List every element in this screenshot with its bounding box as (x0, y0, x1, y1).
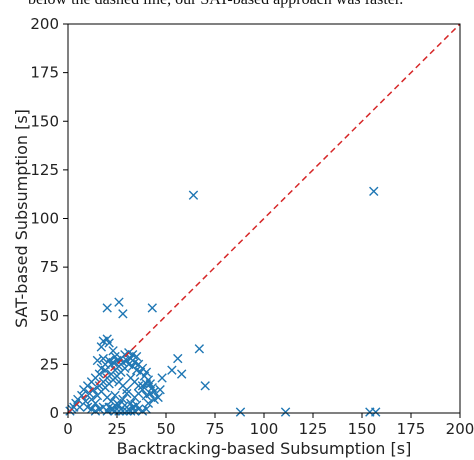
data-point (194, 344, 205, 354)
x-tick-label: 125 (299, 420, 328, 438)
data-point (118, 394, 128, 405)
points-layer (65, 186, 381, 417)
x-tick-label: 50 (156, 420, 175, 438)
data-point (104, 338, 114, 348)
data-point (88, 384, 99, 395)
y-tick-label: 50 (40, 307, 59, 325)
reference-dashed-line (67, 23, 461, 414)
y-tick-label: 175 (30, 64, 59, 82)
y-tick-label: 25 (40, 355, 59, 373)
data-point (92, 355, 103, 366)
x-tick-label: 175 (397, 420, 426, 438)
y-tick-label: 125 (30, 161, 59, 179)
data-point (110, 390, 120, 401)
data-point (369, 186, 379, 196)
data-point (176, 369, 187, 379)
data-point (98, 336, 108, 346)
data-point (153, 392, 163, 403)
data-point (126, 406, 136, 416)
data-point (200, 381, 210, 391)
y-tick-label: 100 (30, 210, 59, 228)
data-point (173, 353, 183, 364)
data-point (114, 297, 124, 307)
data-point (106, 396, 116, 407)
data-point (155, 384, 165, 395)
data-point (188, 190, 199, 200)
data-point (114, 406, 124, 416)
figure-caption: below the dashed line, our SAT-based app… (28, 0, 403, 9)
data-point (122, 388, 132, 399)
data-point (167, 365, 177, 375)
data-point (147, 303, 157, 313)
y-tick-label: 0 (49, 404, 59, 422)
data-point (143, 398, 154, 408)
data-point (371, 407, 381, 417)
data-point (122, 406, 132, 416)
data-point (96, 363, 107, 373)
data-point (90, 398, 101, 408)
data-point (96, 342, 107, 352)
data-point (141, 367, 152, 377)
data-point (110, 406, 120, 416)
data-point (118, 406, 128, 416)
x-tick-label: 200 (446, 420, 474, 438)
x-tick-label: 100 (250, 420, 279, 438)
data-point (102, 303, 112, 313)
x-tick-label: 75 (205, 420, 224, 438)
data-point (145, 388, 156, 399)
y-axis-ticks: 0 25 50 75 100 125 150 175 200 (30, 15, 68, 422)
y-tick-label: 200 (30, 15, 59, 33)
x-tick-label: 0 (63, 420, 73, 438)
y-tick-label: 150 (30, 112, 59, 130)
data-point (137, 384, 148, 395)
data-point (108, 346, 118, 356)
x-tick-label: 25 (107, 420, 126, 438)
data-point (141, 404, 152, 414)
data-point (235, 407, 246, 417)
y-axis-label: SAT-based Subsumption [s] (12, 109, 31, 328)
x-tick-label: 150 (348, 420, 377, 438)
data-point (280, 407, 291, 417)
data-point (122, 384, 132, 395)
data-point (157, 373, 167, 383)
x-axis-label: Backtracking-based Subsumption [s] (117, 439, 412, 458)
data-point (78, 384, 89, 395)
data-point (118, 309, 128, 319)
x-axis-ticks: 0 25 50 75 100 125 150 175 200 (63, 413, 474, 438)
data-point (129, 392, 140, 403)
data-point (104, 355, 114, 366)
data-point (141, 379, 152, 389)
data-point (98, 353, 108, 364)
y-tick-label: 75 (40, 258, 59, 276)
